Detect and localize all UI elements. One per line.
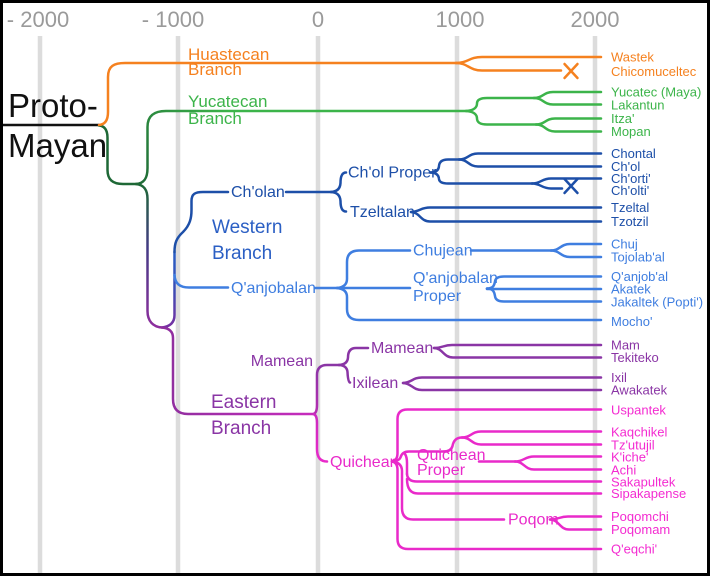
label-western-branch: Branch <box>212 243 272 264</box>
label-quichean-proper: Proper <box>417 462 466 479</box>
label-quichean-proper: Quichean <box>417 447 486 464</box>
axis-tick-label: - 2000 <box>7 7 69 32</box>
yucatecan-branch-paths <box>134 90 603 186</box>
leaf-label-tzotzil: Tzotzil <box>611 214 649 229</box>
leaf-label-mam: Mam <box>611 338 640 353</box>
leaf-label-poqomam: Poqomam <box>611 522 670 537</box>
trunk-to-western-eastern-fork <box>134 182 164 329</box>
label-cholan: Ch'olan <box>231 184 285 201</box>
leaf-label-yucatec-maya-: Yucatec (Maya) <box>611 85 701 100</box>
leaf-label-poqomchi: Poqomchi <box>611 509 669 524</box>
leaf-label-sakapultek: Sakapultek <box>611 475 676 490</box>
label-quichean: Quichean <box>330 454 399 471</box>
leaf-label-chuj: Chuj <box>611 237 638 252</box>
leaf-label-tojolab-al: Tojolab'al <box>611 250 665 265</box>
label-eastern-branch: Eastern <box>211 392 276 413</box>
leaf-label-lakantun: Lakantun <box>611 98 665 113</box>
root-label-line2: Mayan <box>8 127 107 164</box>
label-chol-proper: Ch'ol Proper <box>348 165 437 182</box>
label-huastecan-branch: Branch <box>188 60 242 79</box>
eastern-branch-trunk <box>160 326 315 416</box>
leaf-label-q-anjob-al: Q'anjob'al <box>611 269 668 284</box>
leaf-label-mocho-: Mocho' <box>611 314 653 329</box>
leaf-label-ch-olti-: Ch'olti' <box>611 183 649 198</box>
leaf-label-k-iche-: K'iche' <box>611 450 648 465</box>
leaf-label-tzeltal: Tzeltal <box>611 200 649 215</box>
root-label: Proto- Mayan <box>8 87 107 164</box>
huastecan-branch-paths <box>97 55 603 127</box>
axis-tick-label: - 1000 <box>142 7 204 32</box>
leaf-label-uspantek: Uspantek <box>611 403 666 418</box>
timeline-axis-labels: - 2000 - 1000 0 1000 2000 <box>7 7 620 32</box>
leaf-label-ch-ol: Ch'ol <box>611 159 640 174</box>
label-yucatecan-branch: Branch <box>188 109 242 128</box>
axis-tick-label: 1000 <box>436 7 485 32</box>
extinct-x-icon <box>563 177 579 195</box>
root-label-line1: Proto- <box>8 87 98 124</box>
qanjobalan-subtree-paths <box>173 242 603 322</box>
label-yucatecan-branch: Yucatecan <box>188 92 267 111</box>
label-huastecan-branch: Huastecan <box>188 45 269 64</box>
leaf-label-tekiteko: Tekiteko <box>611 350 659 365</box>
label-tzeltalan: Tzeltalan <box>350 204 415 221</box>
leaf-label-ixil: Ixil <box>611 370 627 385</box>
leaf-label-wastek: Wastek <box>611 50 654 65</box>
quichean-subtree-paths <box>312 408 603 551</box>
label-chujean: Chujean <box>413 243 473 260</box>
timeline-gridlines <box>37 36 598 573</box>
leaf-label-sipakapense: Sipakapense <box>611 486 686 501</box>
axis-tick-label: 0 <box>312 7 324 32</box>
label-mamean-group: Mamean <box>251 353 313 370</box>
label-eastern-branch: Branch <box>211 418 271 439</box>
leaf-label-ch-orti-: Ch'orti' <box>611 171 651 186</box>
leaf-label-itza-: Itza' <box>611 111 634 126</box>
mamean-subtree-paths <box>312 343 603 416</box>
label-poqom: Poqom <box>508 512 559 529</box>
western-branch-riser <box>160 250 176 329</box>
leaf-label-chontal: Chontal <box>611 146 656 161</box>
extinct-x-icon <box>563 62 579 80</box>
leaf-label-awakatek: Awakatek <box>611 383 668 398</box>
label-ixilean: Ixilean <box>352 375 398 392</box>
extinct-markers <box>563 62 579 195</box>
leaf-label-achi: Achi <box>611 463 636 478</box>
branch-and-group-labels: HuastecanBranchYucatecanBranchWesternBra… <box>188 45 559 529</box>
label-qanjobalan-proper: Proper <box>413 288 462 305</box>
trunk-to-yucatecan-fork <box>97 124 138 186</box>
leaf-label-q-eqchi-: Q'eqchi' <box>611 542 657 557</box>
leaf-label-chicomuceltec: Chicomuceltec <box>611 64 697 79</box>
axis-tick-label: 2000 <box>571 7 620 32</box>
label-western-branch: Western <box>212 217 282 238</box>
label-mamean-sub: Mamean <box>371 340 433 357</box>
cholan-subtree-paths <box>173 152 603 254</box>
leaf-label-kaqchikel: Kaqchikel <box>611 425 667 440</box>
leaf-label-jakaltek-popti-: Jakaltek (Popti') <box>611 295 703 310</box>
leaf-label-tz-utujil: Tz'utujil <box>611 438 655 453</box>
leaf-label-akatek: Akatek <box>611 282 651 297</box>
label-qanjobalan: Q'anjobalan <box>231 280 316 297</box>
label-qanjobalan-proper: Q'anjobalan <box>413 270 498 287</box>
leaf-label-mopan: Mopan <box>611 124 651 139</box>
